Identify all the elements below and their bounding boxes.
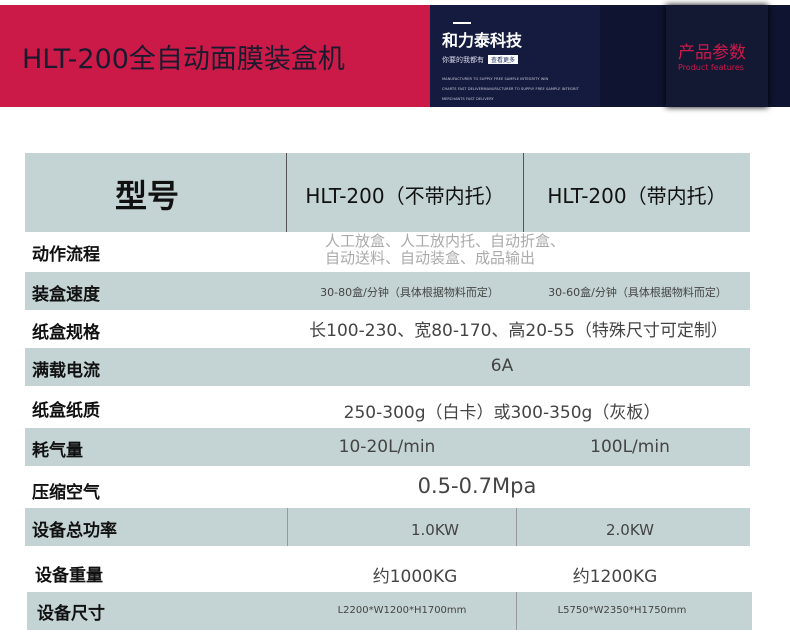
- header-label: 型号: [115, 177, 180, 215]
- header-col1: HLT-200（不带内托）: [305, 184, 505, 208]
- section-subtitle: Product features: [678, 63, 744, 72]
- header-col2: HLT-200（带内托）: [547, 184, 727, 208]
- title-banner: HLT-200全自动面膜装盒机: [0, 5, 430, 107]
- table-row: 设备重量 约1000KG 约1200KG: [35, 566, 658, 587]
- table-row: 动作流程 人工放盒、人工放内托、自动折盒、 自动送料、自动装盒、成品输出: [32, 232, 566, 267]
- more-button[interactable]: 查看更多: [488, 55, 519, 64]
- table-row: 压缩空气 0.5-0.7Mpa: [32, 474, 537, 503]
- table-row: 装盒速度 30-80盒/分钟（具体根据物料而定） 30-60盒/分钟（具体根据物…: [25, 272, 750, 310]
- tagline: CHARTS FAST DELIVERMANUFACTURER TO SUPPL…: [442, 87, 579, 91]
- table-row: 纸盒纸质 250-300g（白卡）或300-350g（灰板）: [32, 401, 661, 423]
- table-row: 设备尺寸 L2200*W1200*H1700mm L5750*W2350*H17…: [27, 592, 752, 630]
- tagline: MANUFACTURER TO SUPPLY FREE SAMPLE INTEG…: [442, 77, 549, 81]
- table-row: 纸盒规格 长100-230、宽80-170、高20-55（特殊尺寸可定制）: [32, 321, 728, 343]
- page-title: HLT-200全自动面膜装盒机: [22, 44, 345, 75]
- divider: [453, 22, 471, 24]
- brand-name: 和力泰科技: [442, 31, 523, 50]
- slogan: 你要的我都有: [442, 56, 484, 64]
- brand-panel: 和力泰科技 你要的我都有 查看更多 MANUFACTURER TO SUPPLY …: [430, 5, 790, 107]
- table-row: 满载电流 6A: [25, 348, 750, 386]
- table-row: 设备总功率 1.0KW 2.0KW: [25, 508, 750, 546]
- table-header: 型号 HLT-200（不带内托） HLT-200（带内托）: [25, 153, 750, 232]
- tagline: MERCHANTS FAST DELIVERY: [442, 97, 494, 101]
- table-row: 耗气量 10-20L/min 100L/min: [25, 428, 750, 466]
- section-title: 产品参数: [678, 43, 746, 63]
